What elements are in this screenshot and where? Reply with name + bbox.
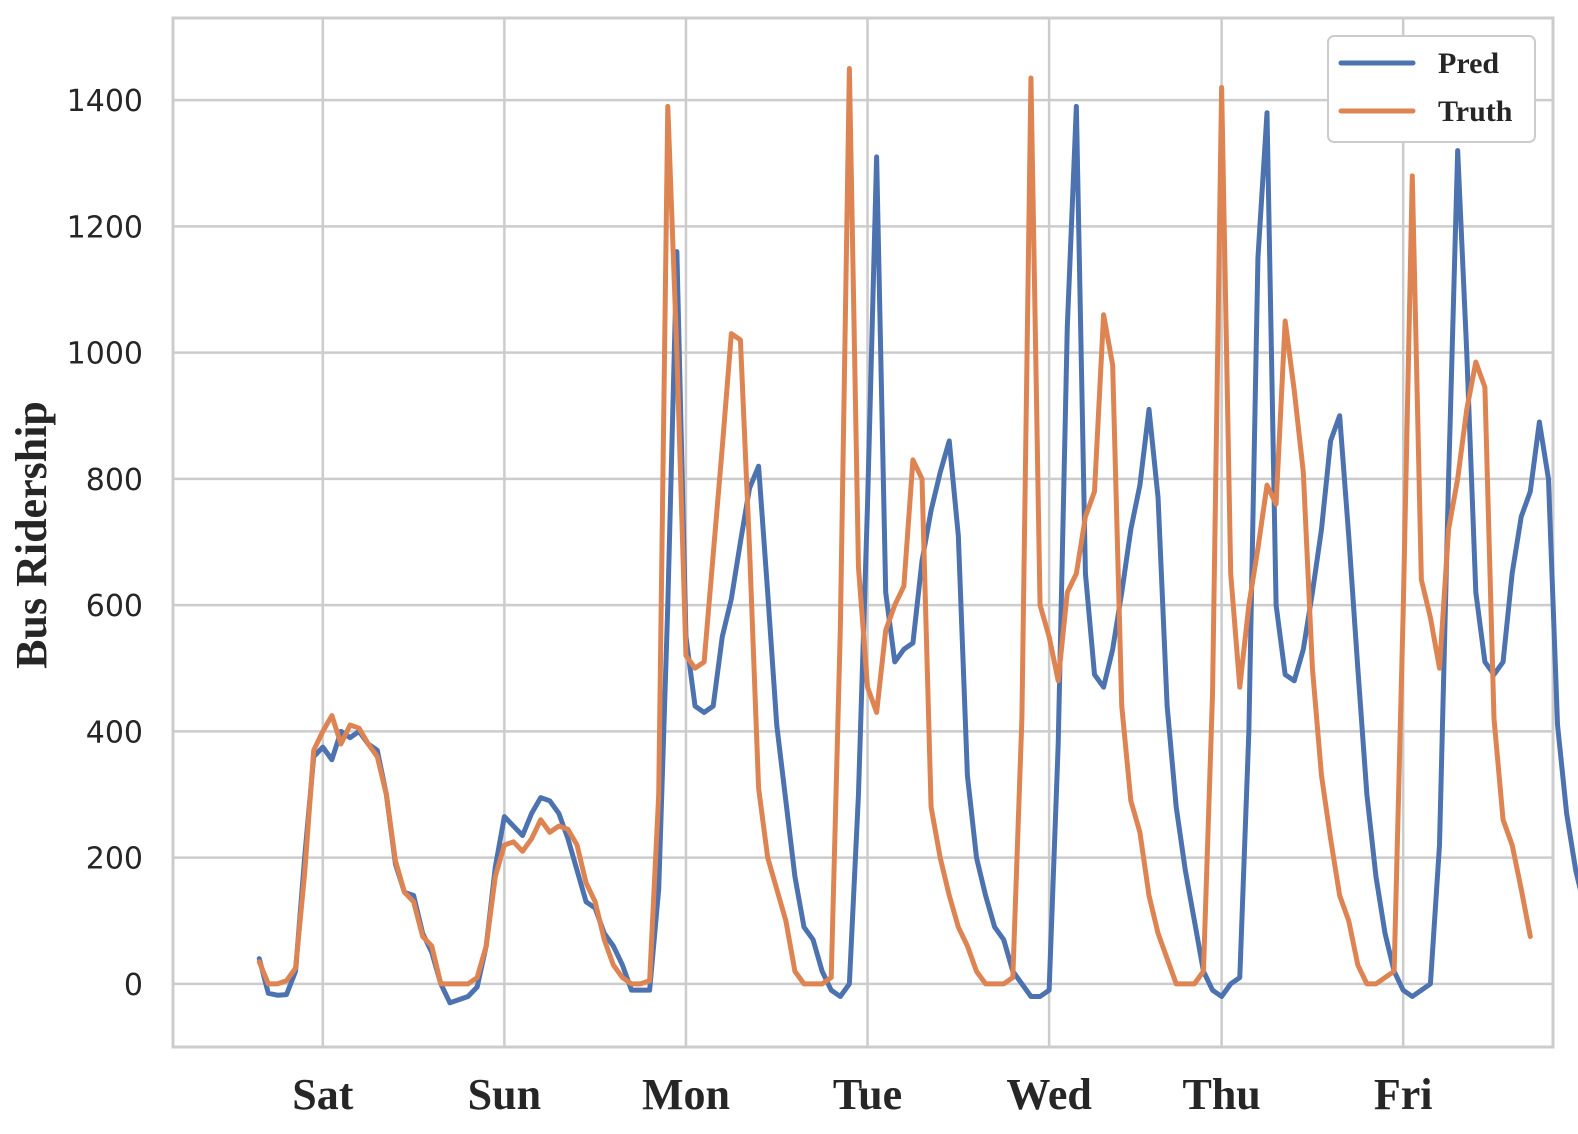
x-tick-label: Sun [468,1070,541,1119]
x-tick-label: Mon [642,1070,730,1119]
x-tick-label: Thu [1182,1070,1260,1119]
plot-frame [171,16,1555,1049]
x-tick-label: Wed [1006,1070,1092,1119]
legend-label-pred: Pred [1438,47,1499,80]
series-line-pred [256,103,1578,1006]
x-tick-label: Tue [833,1070,902,1119]
grid-lines [173,18,1553,1047]
y-tick-label: 1400 [67,84,143,119]
x-tick-label: Fri [1374,1070,1433,1119]
y-tick-label: 0 [124,968,143,1003]
y-tick-label: 800 [86,463,143,498]
series-lines [256,66,1578,1006]
axes: 0 200 400 600 800 1000 1200 1400 Sat Sun Mon Tue Wed… [67,16,1555,1119]
series-line-truth [256,66,1533,987]
y-tick-label: 600 [86,589,143,624]
y-tick-label: 200 [86,842,143,877]
x-tick-label: Sat [292,1070,353,1119]
legend: Pred Truth [1327,35,1536,143]
y-tick-label: 1000 [67,337,143,372]
legend-label-truth: Truth [1438,95,1513,128]
y-axis-label: Bus Ridership [7,401,56,669]
y-tick-label: 1200 [67,210,143,245]
y-tick-label: 400 [86,715,143,750]
